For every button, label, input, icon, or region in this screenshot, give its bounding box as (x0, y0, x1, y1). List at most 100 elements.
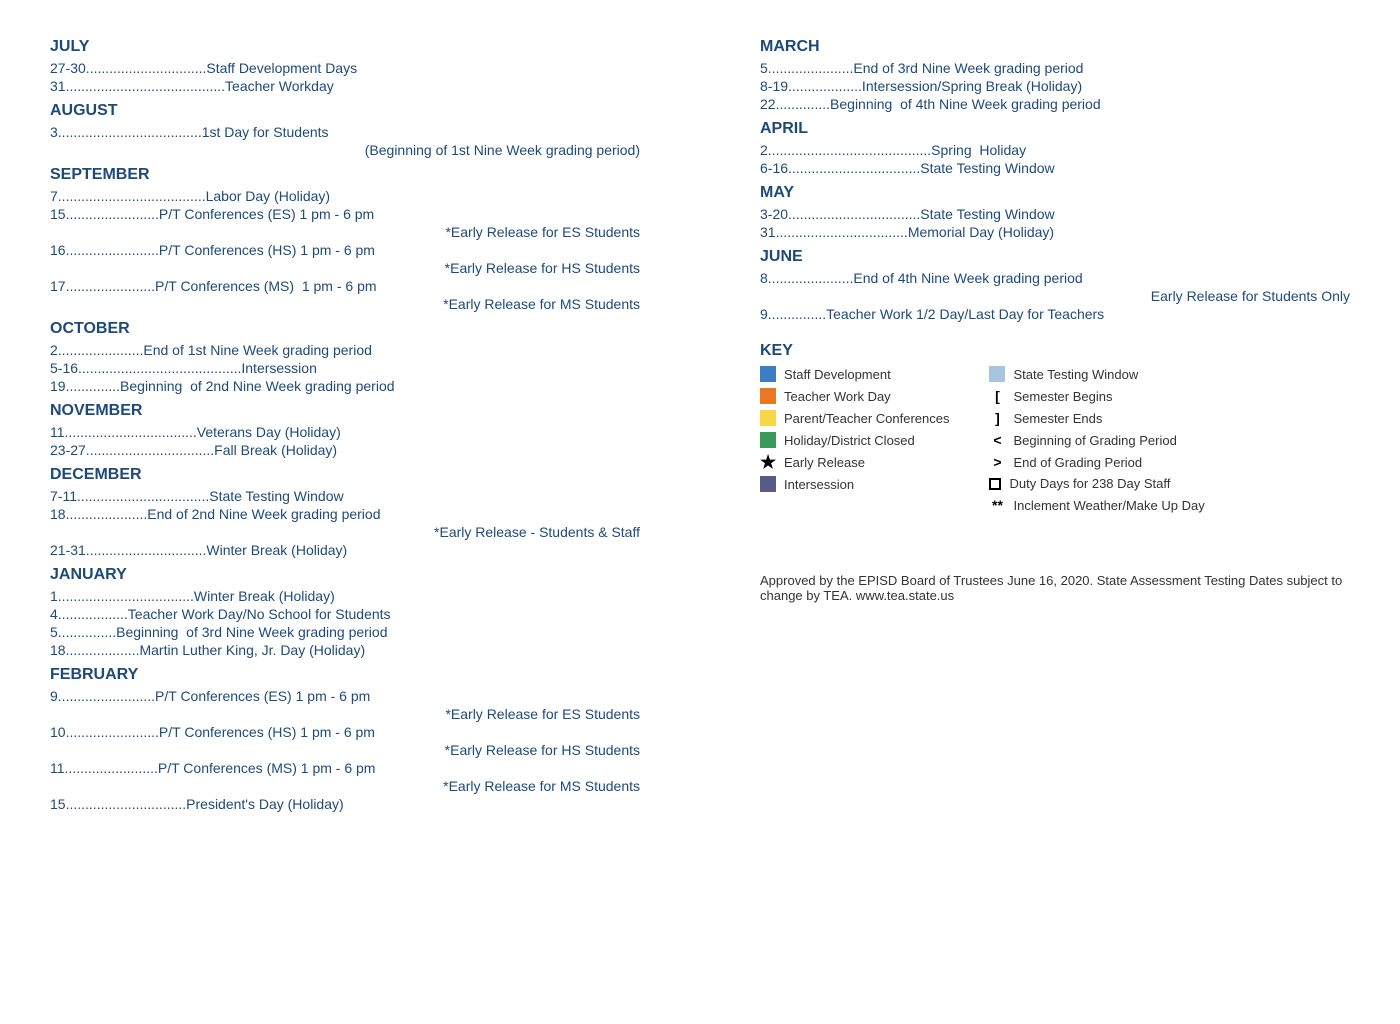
calendar-entry: 31..................................Memo… (760, 224, 1350, 240)
month-header: JULY (50, 38, 640, 56)
symbol-icon: [ (989, 388, 1005, 404)
calendar-entry: 8-19...................Intersession/Spri… (760, 78, 1350, 94)
month-header: APRIL (760, 120, 1350, 138)
sub-entry: *Early Release for MS Students (50, 778, 640, 794)
key-right-col: State Testing Window [ Semester Begins] Sem… (989, 366, 1204, 513)
calendar-entry: 2......................End of 1st Nine W… (50, 342, 640, 358)
key-label: Holiday/District Closed (784, 433, 915, 448)
key-label: Semester Begins (1013, 389, 1112, 404)
calendar-entry: 17.......................P/T Conferences… (50, 278, 640, 294)
calendar-entry: 9.........................P/T Conference… (50, 688, 640, 704)
calendar-entry: 9...............Teacher Work 1/2 Day/Las… (760, 306, 1350, 322)
calendar-entry: 8......................End of 4th Nine W… (760, 270, 1350, 286)
calendar-entry: 23-27.................................Fa… (50, 442, 640, 458)
calendar-entry: 16........................P/T Conference… (50, 242, 640, 258)
key-label: Inclement Weather/Make Up Day (1013, 498, 1204, 513)
square-icon (989, 478, 1001, 490)
key-left-col: Staff Development Teacher Work Day Parent/… (760, 366, 949, 513)
sub-entry: *Early Release for ES Students (50, 706, 640, 722)
symbol-icon: < (989, 432, 1005, 448)
key-item: ** Inclement Weather/Make Up Day (989, 497, 1204, 513)
footer-text: Approved by the EPISD Board of Trustees … (760, 573, 1350, 603)
key-item: Intersession (760, 476, 949, 492)
right-column: MARCH 5......................End of 3rd N… (760, 30, 1350, 814)
calendar-entry: 7-11..................................St… (50, 488, 640, 504)
month-header: SEPTEMBER (50, 166, 640, 184)
calendar-entry: 5-16....................................… (50, 360, 640, 376)
symbol-icon: ] (989, 410, 1005, 426)
key-label: Intersession (784, 477, 854, 492)
key-label: Beginning of Grading Period (1013, 433, 1176, 448)
color-swatch (760, 476, 776, 492)
sub-entry: *Early Release for ES Students (50, 224, 640, 240)
calendar-entry: 19..............Beginning of 2nd Nine We… (50, 378, 640, 394)
key-header: KEY (760, 342, 1350, 360)
color-swatch (760, 432, 776, 448)
calendar-container: JULY 27-30...............................… (50, 30, 1350, 814)
calendar-entry: 21-31...............................Wint… (50, 542, 640, 558)
symbol-icon: > (989, 454, 1005, 470)
key-label: End of Grading Period (1013, 455, 1142, 470)
calendar-entry: 22..............Beginning of 4th Nine We… (760, 96, 1350, 112)
key-section: KEY Staff Development Teacher Work Day Par… (760, 342, 1350, 513)
calendar-entry: 15........................P/T Conference… (50, 206, 640, 222)
color-swatch (760, 388, 776, 404)
calendar-entry: 1...................................Wint… (50, 588, 640, 604)
calendar-entry: 15...............................Preside… (50, 796, 640, 812)
month-header: MAY (760, 184, 1350, 202)
color-swatch (989, 366, 1005, 382)
key-item: Holiday/District Closed (760, 432, 949, 448)
calendar-entry: 27-30...............................Staf… (50, 60, 640, 76)
key-item: Teacher Work Day (760, 388, 949, 404)
key-label: Early Release (784, 455, 865, 470)
calendar-entry: 10........................P/T Conference… (50, 724, 640, 740)
key-label: Duty Days for 238 Day Staff (1009, 476, 1170, 491)
calendar-entry: 18.....................End of 2nd Nine W… (50, 506, 640, 522)
sub-entry: (Beginning of 1st Nine Week grading peri… (50, 142, 640, 158)
star-icon: ★ (760, 454, 776, 470)
calendar-entry: 5...............Beginning of 3rd Nine We… (50, 624, 640, 640)
key-columns: Staff Development Teacher Work Day Parent/… (760, 366, 1350, 513)
key-label: State Testing Window (1013, 367, 1138, 382)
color-swatch (760, 410, 776, 426)
key-item: < Beginning of Grading Period (989, 432, 1204, 448)
month-header: DECEMBER (50, 466, 640, 484)
key-label: Semester Ends (1013, 411, 1102, 426)
calendar-entry: 2.......................................… (760, 142, 1350, 158)
month-header: NOVEMBER (50, 402, 640, 420)
key-item: Staff Development (760, 366, 949, 382)
calendar-entry: 11........................P/T Conference… (50, 760, 640, 776)
calendar-entry: 18...................Martin Luther King,… (50, 642, 640, 658)
symbol-icon: ** (989, 497, 1005, 513)
calendar-entry: 31......................................… (50, 78, 640, 94)
month-header: OCTOBER (50, 320, 640, 338)
sub-entry: *Early Release for HS Students (50, 742, 640, 758)
sub-entry: *Early Release for HS Students (50, 260, 640, 276)
key-label: Teacher Work Day (784, 389, 891, 404)
calendar-entry: 3-20..................................St… (760, 206, 1350, 222)
key-item: State Testing Window (989, 366, 1204, 382)
sub-entry: Early Release for Students Only (760, 288, 1350, 304)
calendar-entry: 5......................End of 3rd Nine W… (760, 60, 1350, 76)
key-label: Parent/Teacher Conferences (784, 411, 949, 426)
color-swatch (760, 366, 776, 382)
key-item: Duty Days for 238 Day Staff (989, 476, 1204, 491)
key-item: [ Semester Begins (989, 388, 1204, 404)
key-item: Parent/Teacher Conferences (760, 410, 949, 426)
sub-entry: *Early Release for MS Students (50, 296, 640, 312)
calendar-entry: 3.....................................1s… (50, 124, 640, 140)
month-header: MARCH (760, 38, 1350, 56)
key-item: > End of Grading Period (989, 454, 1204, 470)
key-item: ★ Early Release (760, 454, 949, 470)
month-header: FEBRUARY (50, 666, 640, 684)
sub-entry: *Early Release - Students & Staff (50, 524, 640, 540)
month-header: AUGUST (50, 102, 640, 120)
key-label: Staff Development (784, 367, 891, 382)
month-header: JANUARY (50, 566, 640, 584)
calendar-entry: 11..................................Vete… (50, 424, 640, 440)
calendar-entry: 7......................................L… (50, 188, 640, 204)
key-item: ] Semester Ends (989, 410, 1204, 426)
calendar-entry: 4..................Teacher Work Day/No S… (50, 606, 640, 622)
left-column: JULY 27-30...............................… (50, 30, 640, 814)
month-header: JUNE (760, 248, 1350, 266)
